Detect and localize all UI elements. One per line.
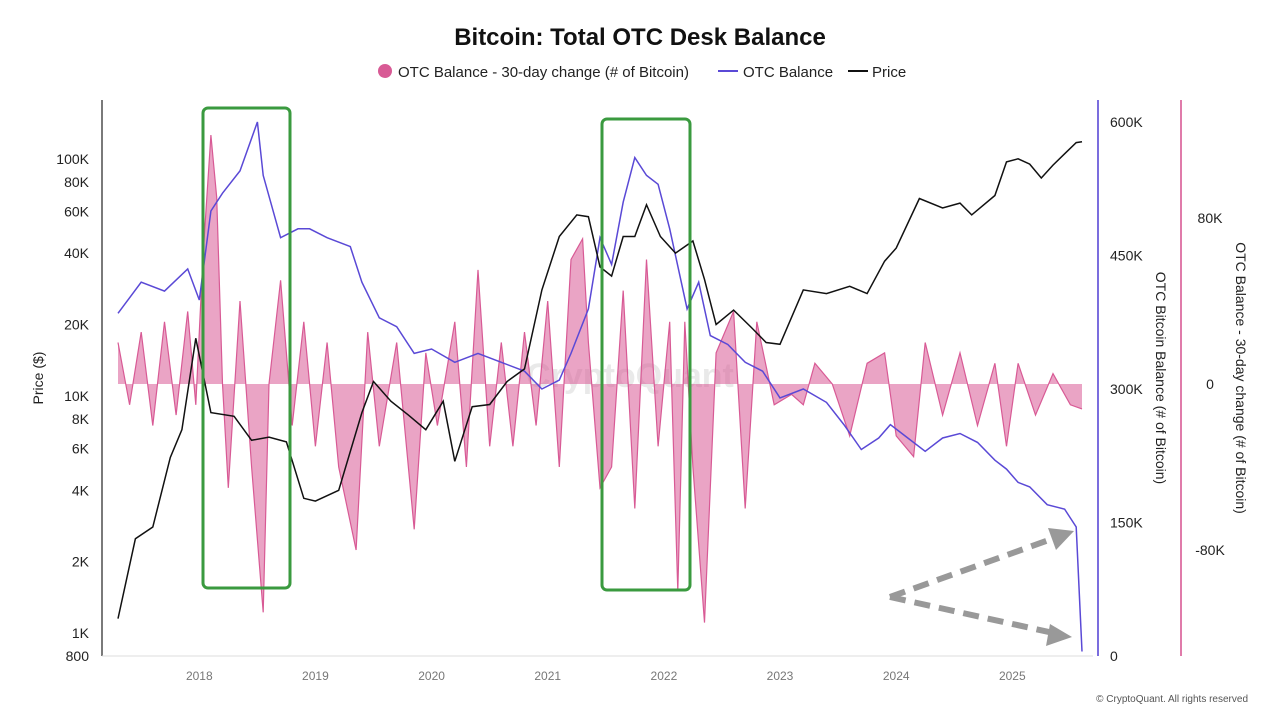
- right-balance-tick-label: 450K: [1110, 248, 1143, 264]
- left-tick-label: 100K: [56, 151, 89, 167]
- right-balance-tick-label: 0: [1110, 648, 1118, 664]
- annotation-arrows: [888, 528, 1074, 646]
- right-change-tick-label: 0: [1206, 376, 1214, 392]
- arrow-up: [888, 533, 1062, 600]
- right-axis-change-ticks: -80K 0 80K: [1195, 210, 1225, 558]
- x-tick-label: 2024: [883, 669, 910, 683]
- left-tick-label: 40K: [64, 245, 90, 261]
- legend: OTC Balance - 30-day change (# of Bitcoi…: [378, 64, 906, 81]
- x-tick-label: 2022: [651, 669, 678, 683]
- x-axis-ticks: 2018 2019 2020 2021 2022 2023 2024 2025: [186, 669, 1026, 683]
- left-axis-ticks: 800 1K 2K 4K 6K 8K 10K 20K 40K 60K 80K 100K: [56, 151, 89, 664]
- x-tick-label: 2021: [534, 669, 561, 683]
- left-tick-label: 2K: [72, 554, 90, 570]
- x-tick-label: 2020: [418, 669, 445, 683]
- arrow-down-head: [1046, 624, 1072, 646]
- arrow-up-head: [1048, 528, 1074, 550]
- left-axis-title: Price ($): [30, 352, 46, 405]
- legend-marker-otc-change: [378, 64, 392, 78]
- right-balance-tick-label: 600K: [1110, 114, 1143, 130]
- highlight-box-2021: [600, 117, 692, 592]
- highlight-boxes: [201, 106, 692, 592]
- legend-label-otc-balance: OTC Balance: [743, 64, 833, 81]
- series-otc-balance: [117, 121, 1083, 652]
- left-tick-label: 8K: [72, 411, 90, 427]
- right-balance-tick-label: 300K: [1110, 381, 1143, 397]
- right-axis-balance-title: OTC Bitcoin Balance (# of Bitcoin): [1153, 272, 1169, 484]
- legend-label-price: Price: [872, 64, 906, 81]
- right-axis-balance-ticks: 0 150K 300K 450K 600K: [1110, 114, 1143, 664]
- x-tick-label: 2023: [767, 669, 794, 683]
- left-tick-label: 4K: [72, 482, 90, 498]
- copyright: © CryptoQuant. All rights reserved: [1096, 694, 1248, 705]
- left-tick-label: 6K: [72, 441, 90, 457]
- otc-change-area: [118, 135, 1082, 623]
- x-tick-label: 2018: [186, 669, 213, 683]
- left-tick-label: 80K: [64, 174, 90, 190]
- legend-label-otc-change: OTC Balance - 30-day change (# of Bitcoi…: [398, 64, 689, 81]
- left-tick-label: 20K: [64, 317, 90, 333]
- chart-title: Bitcoin: Total OTC Desk Balance: [454, 24, 826, 51]
- arrow-down: [889, 594, 1059, 637]
- left-tick-label: 1K: [72, 625, 90, 641]
- highlight-box-2018: [201, 106, 292, 590]
- left-tick-label: 60K: [64, 203, 90, 219]
- otc-change-line: [117, 134, 1083, 623]
- right-axis-change-title: OTC Balance - 30-day change (# of Bitcoi…: [1233, 242, 1249, 514]
- series-otc-change: [117, 134, 1083, 623]
- left-tick-label: 10K: [64, 388, 90, 404]
- x-tick-label: 2019: [302, 669, 329, 683]
- x-tick-label: 2025: [999, 669, 1026, 683]
- otc-balance-line: [117, 121, 1083, 652]
- left-tick-label: 800: [66, 648, 90, 664]
- right-change-tick-label: 80K: [1198, 210, 1224, 226]
- right-change-tick-label: -80K: [1195, 542, 1225, 558]
- right-balance-tick-label: 150K: [1110, 515, 1143, 531]
